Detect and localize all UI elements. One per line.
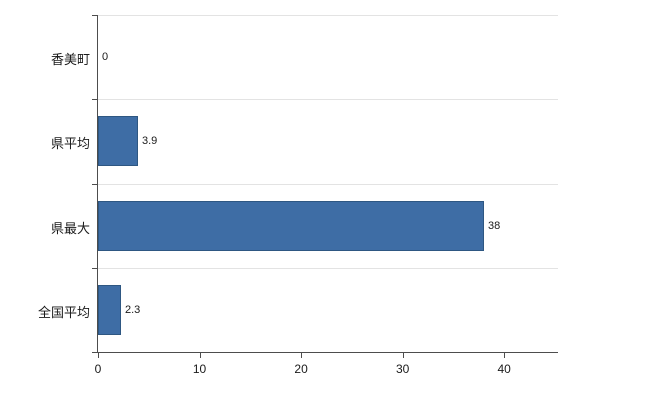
- gridline: [98, 99, 558, 101]
- value-label: 3.9: [142, 135, 158, 148]
- x-axis-tick-label: 10: [192, 362, 207, 376]
- value-label: 0: [102, 51, 109, 64]
- x-axis-tick-label: 0: [94, 362, 102, 376]
- x-axis-tick: [199, 353, 201, 358]
- x-axis-tick: [301, 353, 303, 358]
- x-axis-tick: [504, 353, 506, 358]
- x-axis-tick-label: 40: [497, 362, 511, 376]
- bar: [98, 200, 484, 251]
- category-label: 香美町: [50, 52, 90, 68]
- value-label: 2.3: [125, 303, 141, 316]
- y-axis-tick: [92, 352, 97, 353]
- y-axis-tick: [92, 267, 97, 269]
- y-axis-tick: [92, 15, 97, 16]
- category-label: 県最大: [50, 220, 90, 236]
- gridline: [98, 267, 558, 269]
- bar: [98, 116, 138, 167]
- x-axis-tick: [98, 353, 99, 358]
- category-label: 全国平均: [37, 304, 90, 320]
- bar: [98, 284, 121, 335]
- gridline: [98, 15, 558, 16]
- value-label: 38: [488, 219, 501, 232]
- gridline: [98, 183, 558, 185]
- y-axis-tick: [92, 99, 97, 101]
- x-axis-tick-label: 30: [395, 362, 410, 376]
- plot-area: 0 3.9 38 2.3 0 10 20 30 40: [92, 15, 558, 376]
- x-axis-tick-label: 20: [294, 362, 308, 376]
- y-axis-tick: [92, 183, 97, 185]
- category-label: 県平均: [50, 136, 90, 152]
- x-axis-tick: [402, 353, 404, 358]
